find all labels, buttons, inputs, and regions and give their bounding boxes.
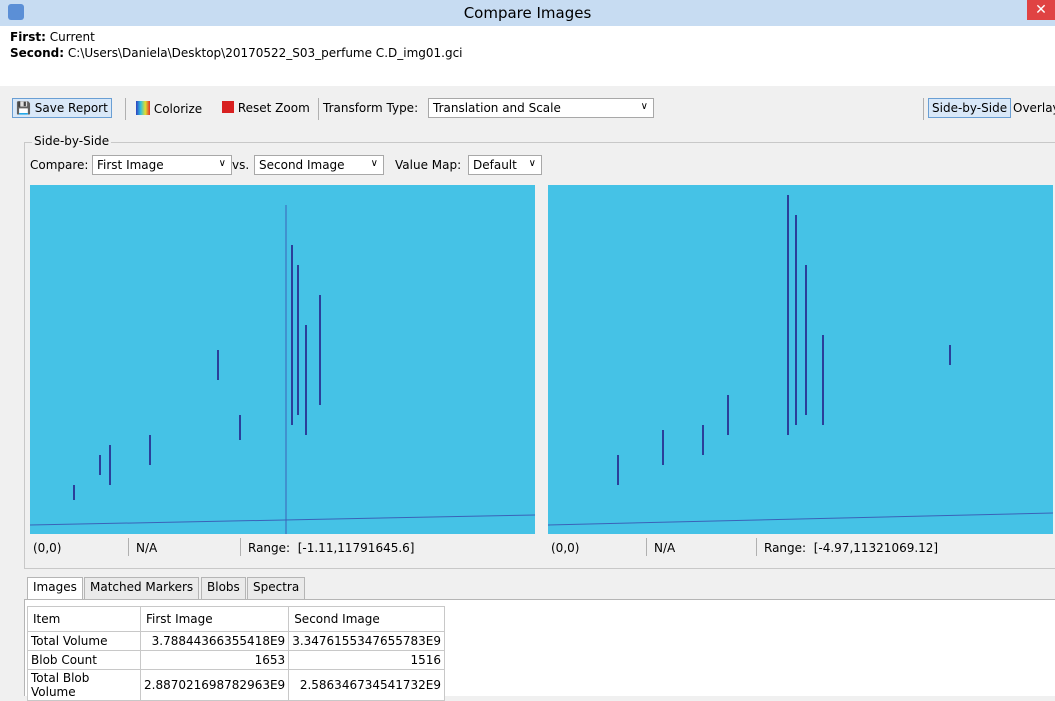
second-coords: (0,0) — [551, 541, 579, 555]
close-button[interactable]: ✕ — [1027, 0, 1055, 20]
reset-icon — [222, 101, 234, 113]
table-header: Item First Image Second Image — [28, 607, 445, 632]
transform-label: Transform Type: — [323, 101, 418, 115]
window: Compare Images ✕ First: Current Second: … — [0, 0, 1055, 695]
second-value: N/A — [654, 541, 675, 555]
first-line: First: Current — [10, 30, 95, 44]
second-label: Second: — [10, 46, 64, 60]
stats-table: Item First Image Second Image Total Volu… — [27, 606, 445, 701]
separator — [128, 538, 129, 556]
cell: 1516 — [289, 651, 445, 670]
image-streaks — [548, 195, 1053, 525]
second-value: C:\Users\Daniela\Desktop\20170522_S03_pe… — [68, 46, 463, 60]
second-range: Range: [-4.97,11321069.12] — [764, 541, 938, 555]
colorize-button[interactable]: Colorize — [132, 98, 206, 119]
separator — [318, 98, 319, 120]
reset-zoom-label: Reset Zoom — [238, 101, 310, 115]
separator — [923, 98, 924, 120]
range-value: [-4.97,11321069.12] — [814, 541, 938, 555]
reset-zoom-button[interactable]: Reset Zoom — [218, 98, 314, 118]
header: First: Current Second: C:\Users\Daniela\… — [0, 26, 1055, 86]
window-title: Compare Images — [0, 4, 1055, 22]
cell: 3.3476155347655783E9 — [289, 632, 445, 651]
first-range: Range: [-1.11,11791645.6] — [248, 541, 414, 555]
cell: Total Blob Volume — [28, 670, 141, 701]
cell: 2.887021698782963E9 — [141, 670, 289, 701]
separator — [240, 538, 241, 556]
range-label: Range: — [764, 541, 806, 555]
overlay-toggle[interactable]: Overlay — [1013, 101, 1055, 115]
compare-second: Second Image — [259, 158, 345, 172]
cell: 1653 — [141, 651, 289, 670]
colorize-label: Colorize — [154, 102, 202, 116]
header-cell: First Image — [141, 607, 289, 632]
cell: Total Volume — [28, 632, 141, 651]
title-bar: Compare Images ✕ — [0, 0, 1055, 26]
value-map: Default — [473, 158, 517, 172]
range-label: Range: — [248, 541, 290, 555]
cell: Blob Count — [28, 651, 141, 670]
first-value: N/A — [136, 541, 157, 555]
second-image[interactable] — [548, 185, 1053, 534]
range-value: [-1.11,11791645.6] — [298, 541, 415, 555]
value-map-combo[interactable]: Default — [468, 155, 542, 175]
group-title: Side-by-Side — [32, 134, 111, 148]
colorize-icon — [136, 101, 150, 115]
compare-second-combo[interactable]: Second Image — [254, 155, 384, 175]
vs-label: vs. — [232, 158, 249, 172]
transform-value: Translation and Scale — [433, 101, 561, 115]
separator — [125, 98, 126, 120]
compare-label: Compare: — [30, 158, 88, 172]
cell: 3.78844366355418E9 — [141, 632, 289, 651]
header-cell: Item — [28, 607, 141, 632]
separator — [646, 538, 647, 556]
compare-first: First Image — [97, 158, 164, 172]
compare-first-combo[interactable]: First Image — [92, 155, 232, 175]
save-report-label: Save Report — [35, 101, 108, 115]
first-value: Current — [50, 30, 95, 44]
first-coords: (0,0) — [33, 541, 61, 555]
header-cell: Second Image — [289, 607, 445, 632]
separator — [756, 538, 757, 556]
first-image[interactable] — [30, 185, 535, 534]
transform-combo[interactable]: Translation and Scale — [428, 98, 654, 118]
save-report-button[interactable]: 💾 Save Report — [12, 98, 112, 118]
image-streaks — [30, 205, 535, 534]
cell: 2.586346734541732E9 — [289, 670, 445, 701]
page: Compare Images {"window": {"title": "Com… — [0, 0, 1055, 695]
value-map-label: Value Map: — [395, 158, 461, 172]
second-line: Second: C:\Users\Daniela\Desktop\2017052… — [10, 46, 463, 60]
first-label: First: — [10, 30, 46, 44]
side-by-side-toggle[interactable]: Side-by-Side — [928, 98, 1011, 118]
